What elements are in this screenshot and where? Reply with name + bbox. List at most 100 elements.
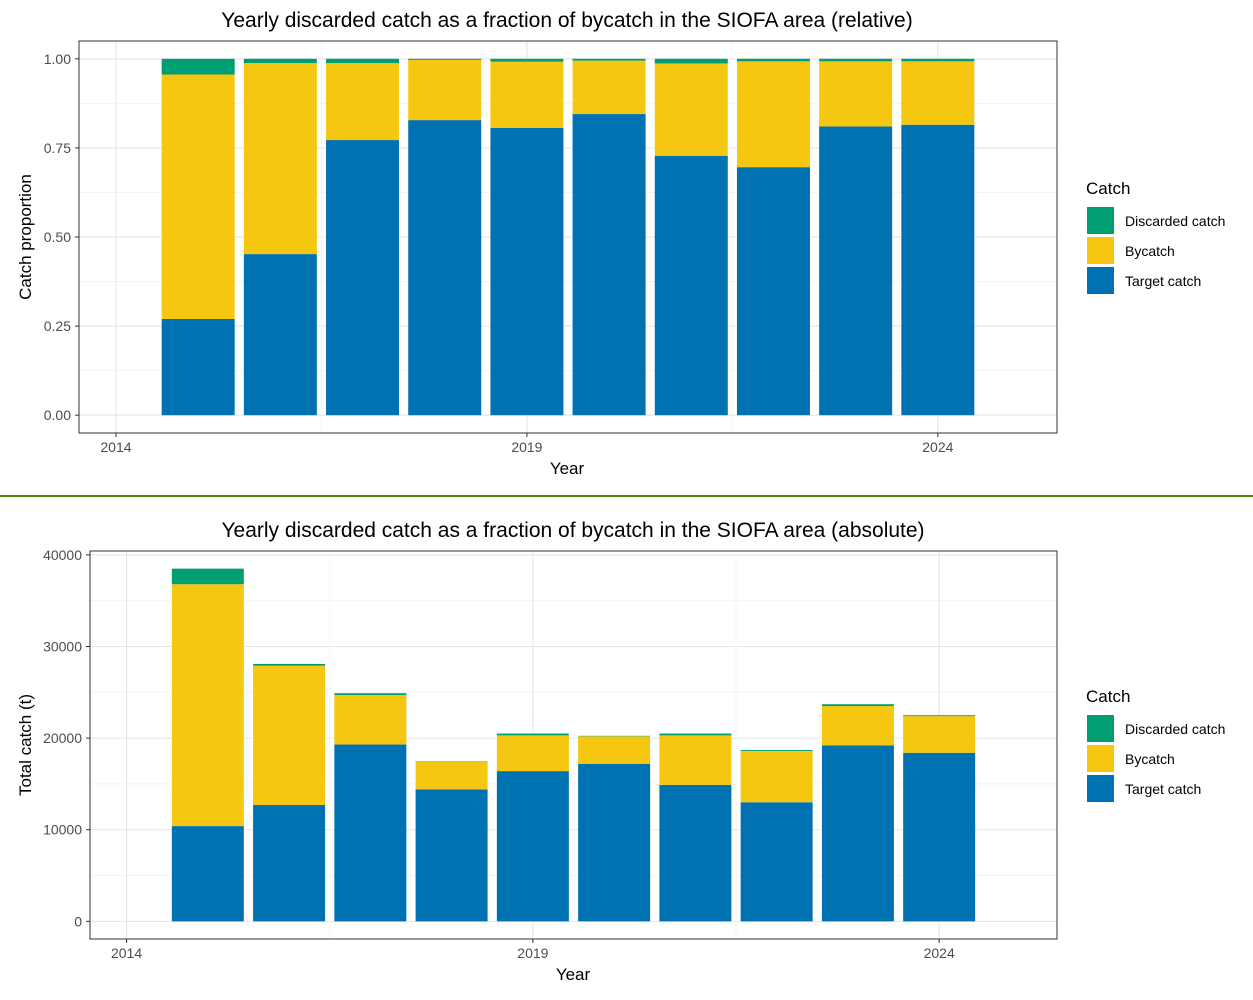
bar-bycatch: [821, 706, 894, 746]
bar-target-catch: [171, 826, 244, 922]
y-tick-label: 30000: [43, 639, 82, 655]
bar-bycatch: [243, 63, 317, 255]
bar-discarded-catch: [490, 58, 564, 62]
x-tick-label: 2014: [100, 439, 131, 455]
bar-target-catch: [496, 771, 569, 922]
chart-title: Yearly discarded catch as a fraction of …: [221, 9, 912, 32]
legend-key-bycatch: [1087, 745, 1114, 772]
legend: Catch Discarded catch Bycatch Target catch: [1086, 687, 1225, 802]
bar-bycatch: [161, 74, 235, 319]
y-axis-label: Catch proportion: [16, 174, 35, 300]
legend-title: Catch: [1086, 687, 1130, 706]
bar-bycatch: [334, 695, 407, 745]
bar-bycatch: [654, 63, 728, 156]
bar-target-catch: [334, 744, 407, 922]
legend-label-discarded-catch: Discarded catch: [1125, 213, 1225, 229]
y-tick-label: 0.25: [44, 318, 71, 334]
bar-discarded-catch: [171, 568, 244, 585]
bar-bycatch: [415, 761, 488, 790]
legend-key-target-catch: [1087, 267, 1114, 294]
bar-discarded-catch: [408, 58, 482, 60]
chart-title: Yearly discarded catch as a fraction of …: [221, 519, 924, 542]
bar-bycatch: [903, 716, 976, 753]
bar-discarded-catch: [334, 693, 407, 696]
bar-discarded-catch: [903, 715, 976, 717]
bar-target-catch: [819, 126, 893, 416]
x-tick-label: 2019: [511, 439, 542, 455]
legend-key-discarded-catch: [1087, 207, 1114, 234]
bar-bycatch: [490, 61, 564, 128]
y-axis-ticks: 0 10000 20000 30000 40000: [43, 547, 90, 929]
y-axis-ticks: 0.00 0.25 0.50 0.75 1.00: [44, 51, 79, 423]
legend-key-bycatch: [1087, 237, 1114, 264]
legend: Catch Discarded catch Bycatch Target catch: [1086, 179, 1225, 294]
bar-bycatch: [253, 665, 326, 806]
plot-background: [90, 551, 1057, 939]
legend-label-bycatch: Bycatch: [1125, 243, 1175, 259]
bar-target-catch: [490, 127, 564, 416]
bar-discarded-catch: [901, 58, 975, 62]
bar-target-catch: [243, 254, 317, 416]
bar-discarded-catch: [654, 58, 728, 64]
bar-target-catch: [415, 789, 488, 922]
x-tick-label: 2014: [111, 945, 142, 961]
bar-discarded-catch: [736, 58, 810, 62]
bar-discarded-catch: [243, 58, 317, 64]
x-tick-label: 2019: [517, 945, 548, 961]
bar-bycatch: [736, 61, 810, 168]
legend-title: Catch: [1086, 179, 1130, 198]
y-tick-label: 0: [74, 913, 82, 929]
bar-discarded-catch: [740, 750, 813, 751]
bar-discarded-catch: [161, 58, 235, 75]
y-tick-label: 40000: [43, 547, 82, 563]
bar-discarded-catch: [821, 704, 894, 707]
bar-discarded-catch: [253, 663, 326, 666]
x-axis-label: Year: [550, 459, 585, 478]
bar-bycatch: [572, 60, 646, 115]
x-axis-ticks: 2014 2019 2024: [111, 939, 955, 961]
y-tick-label: 0.75: [44, 140, 71, 156]
chart-absolute: Yearly discarded catch as a fraction of …: [16, 519, 1225, 984]
bar-bycatch: [408, 59, 482, 121]
legend-label-discarded-catch: Discarded catch: [1125, 721, 1225, 737]
bar-bycatch: [578, 736, 651, 764]
bar-target-catch: [326, 140, 400, 416]
bar-discarded-catch: [572, 58, 646, 61]
bar-target-catch: [161, 318, 235, 416]
bar-target-catch: [654, 155, 728, 416]
x-tick-label: 2024: [924, 945, 955, 961]
bar-target-catch: [572, 114, 646, 416]
bar-target-catch: [736, 167, 810, 416]
x-axis-ticks: 2014 2019 2024: [100, 433, 954, 455]
x-tick-label: 2024: [922, 439, 953, 455]
bar-target-catch: [253, 805, 326, 922]
bar-discarded-catch: [326, 58, 400, 64]
bar-discarded-catch: [496, 733, 569, 736]
bar-discarded-catch: [659, 733, 732, 736]
bar-target-catch: [408, 120, 482, 416]
bar-bycatch: [326, 63, 400, 141]
bar-bycatch: [740, 750, 813, 803]
bar-target-catch: [740, 802, 813, 922]
bar-target-catch: [903, 752, 976, 922]
y-tick-label: 0.00: [44, 407, 71, 423]
y-axis-label: Total catch (t): [16, 694, 35, 796]
bar-target-catch: [821, 745, 894, 922]
y-tick-label: 0.50: [44, 229, 71, 245]
bar-bycatch: [659, 735, 732, 785]
x-axis-label: Year: [556, 965, 591, 984]
chart-relative: Yearly discarded catch as a fraction of …: [16, 9, 1225, 478]
y-tick-label: 1.00: [44, 51, 71, 67]
legend-label-bycatch: Bycatch: [1125, 751, 1175, 767]
plot-border: [89, 550, 1058, 940]
bar-bycatch: [496, 735, 569, 772]
legend-key-target-catch: [1087, 775, 1114, 802]
bar-bycatch: [171, 584, 244, 827]
bar-target-catch: [659, 784, 732, 922]
bar-target-catch: [901, 124, 975, 416]
legend-key-discarded-catch: [1087, 715, 1114, 742]
bars: [171, 568, 976, 922]
y-tick-label: 20000: [43, 730, 82, 746]
bar-target-catch: [578, 763, 651, 922]
